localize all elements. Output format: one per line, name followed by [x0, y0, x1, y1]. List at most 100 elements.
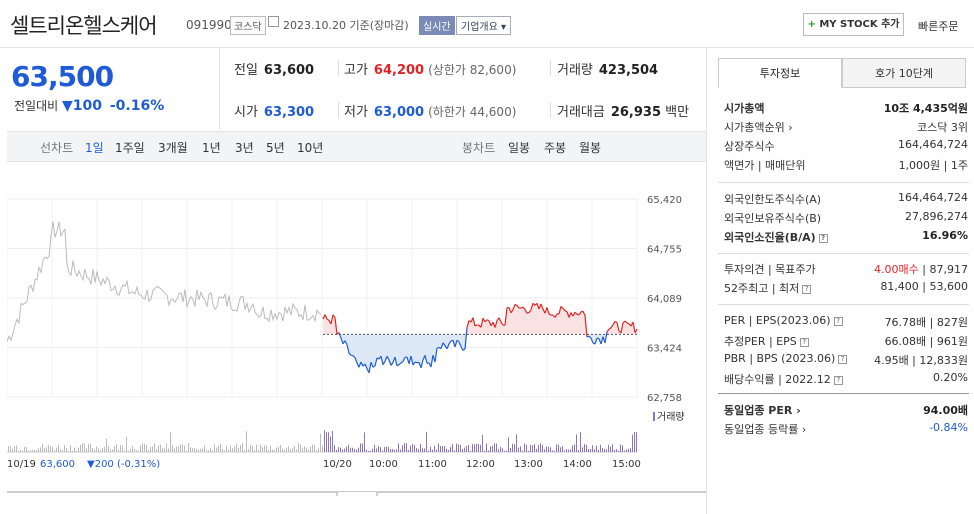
- y-tick-label: 62,758: [647, 393, 682, 404]
- price-segment: [372, 365, 376, 368]
- help-icon[interactable]: ?: [818, 233, 828, 243]
- volume-bar: [106, 438, 107, 452]
- x-tick-label: 10/19: [7, 459, 36, 470]
- volume-bar: [420, 444, 421, 452]
- price-chart[interactable]: 65,420 64,755 64,089 63,424 62,758 거래량 10/20…: [7, 196, 706, 496]
- volume-bar: [472, 444, 473, 452]
- volume-bar: [422, 448, 423, 452]
- volume-bar: [626, 449, 627, 452]
- price-segment: [374, 357, 378, 367]
- volume-legend-mark: [653, 412, 655, 421]
- volume-bar: [318, 448, 319, 452]
- chevron-down-icon: ▾: [501, 22, 507, 33]
- volume-bar: [492, 445, 493, 452]
- volume-bar: [412, 443, 413, 452]
- period-10y[interactable]: 10년: [297, 141, 324, 155]
- price-segment: [612, 321, 616, 326]
- help-icon[interactable]: ?: [802, 284, 812, 294]
- candle-daily[interactable]: 일봉: [508, 141, 531, 155]
- x-tick-label: 13:00: [514, 459, 543, 470]
- volume-bar: [118, 449, 119, 452]
- tab-quote-10[interactable]: 호가 10단계: [842, 58, 966, 88]
- price-segment: [480, 318, 484, 328]
- volume-bar: [26, 446, 27, 452]
- period-1y[interactable]: 1년: [202, 141, 221, 155]
- volume-bar: [172, 444, 173, 452]
- volume-bar: [100, 450, 101, 452]
- price-segment: [548, 313, 552, 316]
- volume-bar: [76, 450, 77, 452]
- volume-bar: [464, 447, 465, 452]
- tab-invest-info[interactable]: 투자정보: [718, 58, 842, 88]
- price-segment: [460, 346, 464, 351]
- candle-monthly[interactable]: 월봉: [579, 141, 602, 155]
- volume-bar: [378, 446, 379, 452]
- volume-bar: [274, 450, 275, 452]
- volume-bar: [510, 448, 511, 452]
- volume-bar: [622, 445, 623, 452]
- collapse-tab[interactable]: [336, 492, 378, 496]
- quick-order-link[interactable]: 빠른주문: [918, 20, 959, 33]
- volume-bar: [232, 448, 233, 452]
- period-1d[interactable]: 1일: [85, 141, 104, 155]
- volume-bar: [202, 448, 203, 452]
- price-stats: 전일 63,600 고가 64,200 (상한가 82,600) 거래량 423,504…: [220, 48, 706, 130]
- price-segment: [504, 307, 508, 326]
- price-segment: [390, 362, 394, 366]
- stock-code: 091990: [186, 18, 232, 32]
- price-segment: [524, 309, 528, 314]
- price-segment: [586, 335, 590, 338]
- price-segment: [448, 340, 452, 345]
- period-5y[interactable]: 5년: [266, 141, 285, 155]
- volume-bar: [214, 444, 215, 452]
- volume-bar: [134, 448, 135, 452]
- volume-bar: [224, 450, 225, 452]
- volume-bar: [148, 449, 149, 452]
- period-3y[interactable]: 3년: [235, 141, 254, 155]
- help-icon[interactable]: ?: [838, 354, 848, 364]
- volume-bar: [570, 449, 571, 452]
- price-segment: [474, 324, 478, 327]
- volume-bar: [306, 447, 307, 452]
- price-segment: [564, 310, 568, 313]
- list-item: 52주최고 | 최저? 81,400 | 53,600: [724, 280, 968, 295]
- stock-name[interactable]: 셀트리온헬스케어: [10, 14, 158, 38]
- realtime-button[interactable]: 실시간: [419, 16, 455, 35]
- help-icon[interactable]: ?: [833, 375, 843, 385]
- volume-bar: [276, 447, 277, 452]
- volume-bar: [268, 449, 269, 452]
- volume-bar: [32, 449, 33, 452]
- volume-bar: [90, 444, 91, 452]
- volume-bar: [394, 449, 395, 452]
- price-segment: [338, 332, 342, 339]
- volume-bar: [526, 444, 527, 452]
- volume-bar: [620, 444, 621, 452]
- volume-bar: [270, 445, 271, 452]
- volume-bar: [302, 447, 303, 452]
- help-icon[interactable]: ?: [833, 316, 843, 326]
- volume-bar: [388, 446, 389, 452]
- price-segment: [600, 336, 604, 345]
- volume-bar: [336, 449, 337, 452]
- volume-bar: [312, 444, 313, 452]
- volume-bar: [366, 449, 367, 452]
- period-1w[interactable]: 1주일: [115, 141, 145, 155]
- price-segment: [588, 335, 592, 339]
- price-segment: [346, 344, 350, 354]
- period-3m[interactable]: 3개월: [158, 141, 188, 155]
- price-segment: [436, 346, 440, 349]
- x-tick-label: 10:00: [369, 459, 398, 470]
- candle-weekly[interactable]: 주봉: [544, 141, 567, 155]
- price-segment: [360, 361, 364, 367]
- corp-info-dropdown[interactable]: 기업개요 ▾: [456, 16, 512, 35]
- price-segment: [554, 313, 558, 318]
- volume-bar: [514, 444, 515, 452]
- price-segment: [430, 355, 434, 368]
- volume-bar: [518, 447, 519, 452]
- help-icon[interactable]: ?: [799, 337, 809, 347]
- volume-bar: [436, 449, 437, 452]
- my-stock-button[interactable]: + MY STOCK 추가: [803, 13, 904, 36]
- market-badge: 코스닥: [230, 16, 266, 35]
- x-tick-label: 14:00: [563, 459, 592, 470]
- volume-bar: [150, 446, 151, 452]
